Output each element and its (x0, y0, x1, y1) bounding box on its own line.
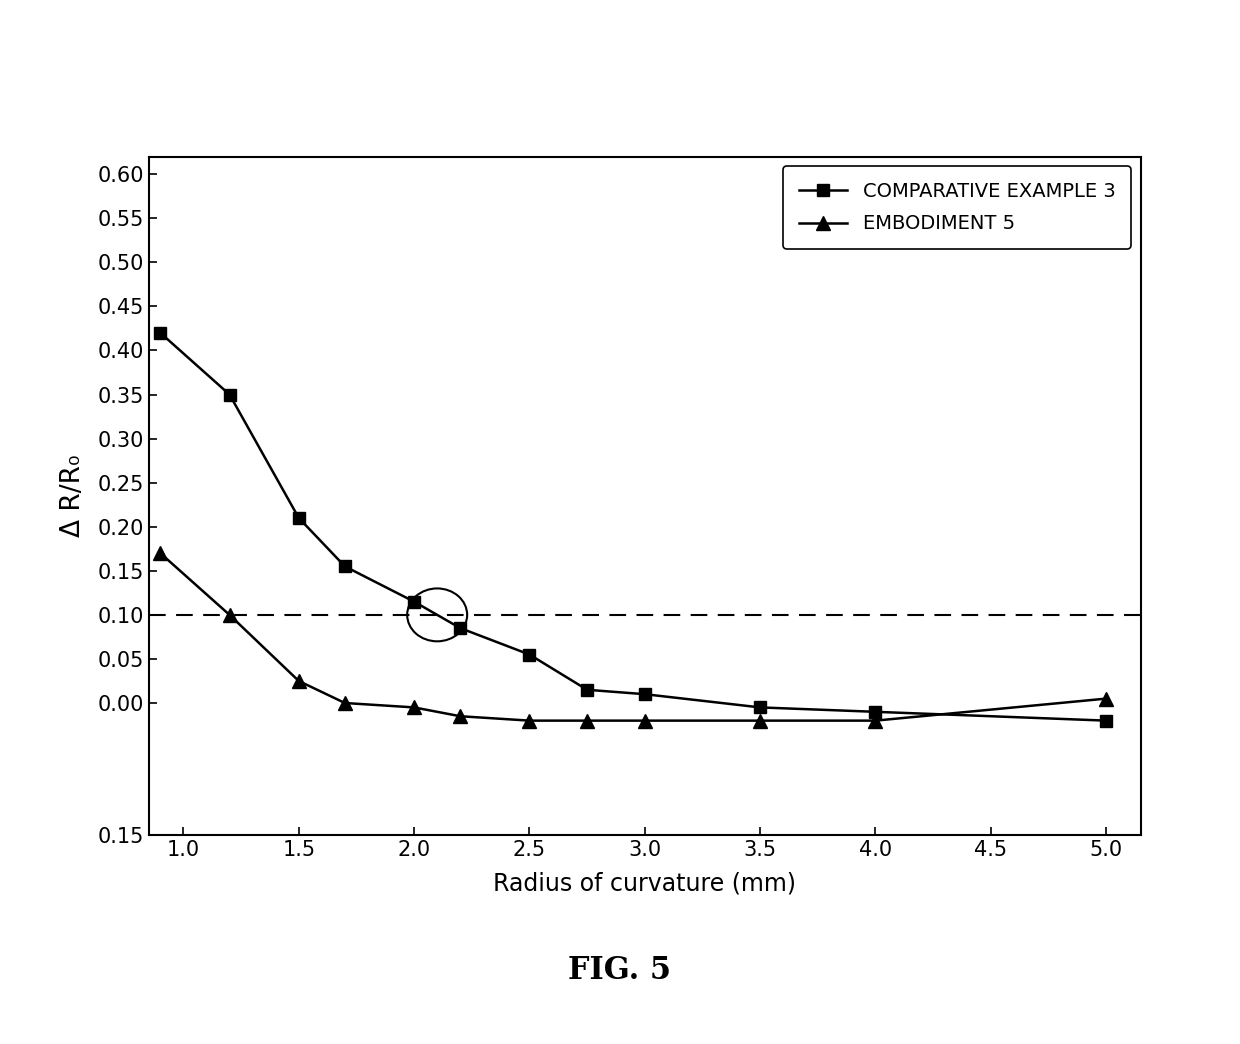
Line: EMBODIMENT 5: EMBODIMENT 5 (154, 546, 1114, 728)
Y-axis label: Δ R/R₀: Δ R/R₀ (61, 454, 87, 538)
EMBODIMENT 5 (407, 702, 422, 714)
Legend: COMPARATIVE EXAMPLE 3, EMBODIMENT 5: COMPARATIVE EXAMPLE 3, EMBODIMENT 5 (782, 166, 1131, 250)
COMPARATIVE EXAMPLE 3 (337, 561, 352, 573)
EMBODIMENT 5 (1099, 692, 1114, 705)
EMBODIMENT 5 (222, 609, 237, 621)
X-axis label: Radius of curvature (mm): Radius of curvature (mm) (494, 871, 796, 895)
COMPARATIVE EXAMPLE 3 (1099, 714, 1114, 727)
EMBODIMENT 5 (153, 547, 167, 560)
COMPARATIVE EXAMPLE 3 (153, 327, 167, 339)
Line: COMPARATIVE EXAMPLE 3: COMPARATIVE EXAMPLE 3 (154, 327, 1112, 727)
EMBODIMENT 5 (753, 714, 768, 727)
COMPARATIVE EXAMPLE 3 (407, 595, 422, 608)
Text: FIG. 5: FIG. 5 (568, 955, 672, 987)
COMPARATIVE EXAMPLE 3 (753, 702, 768, 714)
COMPARATIVE EXAMPLE 3 (453, 622, 467, 635)
COMPARATIVE EXAMPLE 3 (222, 388, 237, 401)
EMBODIMENT 5 (337, 696, 352, 709)
EMBODIMENT 5 (868, 714, 883, 727)
COMPARATIVE EXAMPLE 3 (522, 648, 537, 661)
EMBODIMENT 5 (637, 714, 652, 727)
COMPARATIVE EXAMPLE 3 (637, 688, 652, 701)
EMBODIMENT 5 (522, 714, 537, 727)
EMBODIMENT 5 (291, 674, 306, 687)
EMBODIMENT 5 (453, 710, 467, 722)
COMPARATIVE EXAMPLE 3 (868, 706, 883, 718)
COMPARATIVE EXAMPLE 3 (291, 512, 306, 524)
COMPARATIVE EXAMPLE 3 (579, 684, 594, 696)
EMBODIMENT 5 (579, 714, 594, 727)
